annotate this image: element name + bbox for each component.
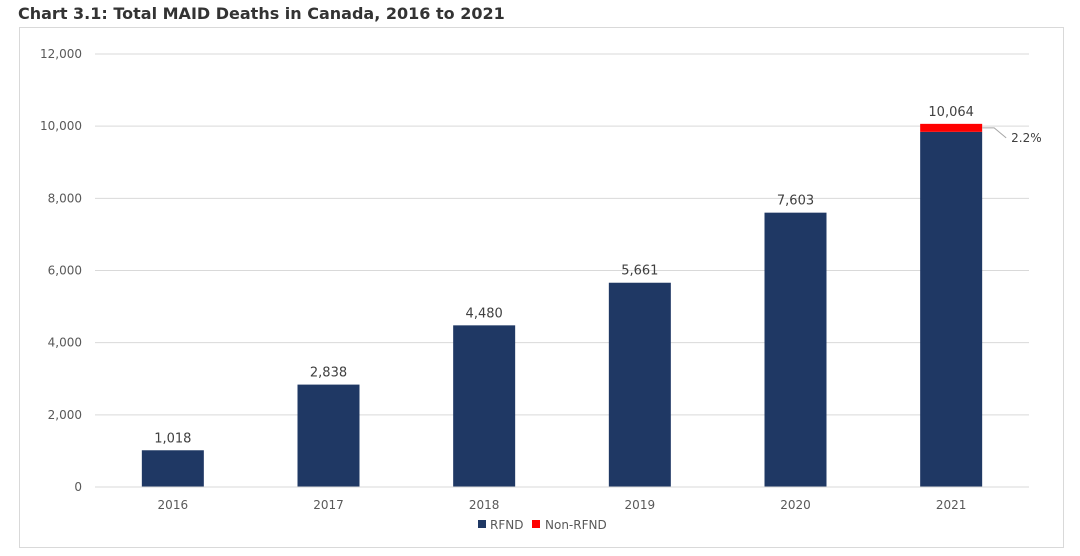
x-tick-label: 2019 bbox=[625, 498, 656, 512]
y-tick-label: 8,000 bbox=[48, 191, 82, 205]
y-tick-label: 2,000 bbox=[48, 408, 82, 422]
data-label: 1,018 bbox=[154, 431, 191, 446]
y-tick-label: 10,000 bbox=[40, 119, 82, 133]
legend-label-non-rfnd: Non-RFND bbox=[545, 518, 607, 532]
data-label: 10,064 bbox=[928, 105, 974, 120]
bar-rfnd bbox=[453, 325, 516, 487]
bar-rfnd bbox=[764, 212, 827, 487]
y-tick-label: 0 bbox=[74, 480, 82, 494]
legend-swatch-rfnd bbox=[478, 520, 486, 528]
y-tick-label: 4,000 bbox=[48, 336, 82, 350]
data-label: 2,838 bbox=[310, 366, 347, 381]
legend-label-rfnd: RFND bbox=[490, 518, 523, 532]
bar-non-rfnd bbox=[920, 123, 983, 132]
x-tick-label: 2020 bbox=[780, 498, 811, 512]
legend-swatch-non-rfnd bbox=[532, 520, 540, 528]
data-label: 7,603 bbox=[777, 194, 814, 209]
annotation-leader-line bbox=[982, 127, 1007, 139]
y-tick-label: 6,000 bbox=[48, 264, 82, 278]
x-tick-label: 2017 bbox=[313, 498, 344, 512]
bar-rfnd bbox=[297, 384, 360, 487]
y-tick-label: 12,000 bbox=[40, 47, 82, 61]
annotation-label: 2.2% bbox=[1011, 131, 1042, 145]
data-label: 4,480 bbox=[466, 306, 503, 321]
bar-rfnd bbox=[608, 282, 671, 487]
x-tick-label: 2018 bbox=[469, 498, 500, 512]
chart-frame bbox=[19, 27, 1064, 548]
x-tick-label: 2016 bbox=[158, 498, 189, 512]
bar-rfnd bbox=[920, 131, 983, 487]
chart-title: Chart 3.1: Total MAID Deaths in Canada, … bbox=[18, 4, 505, 23]
bar-rfnd bbox=[141, 450, 204, 487]
data-label: 5,661 bbox=[621, 264, 658, 279]
x-tick-label: 2021 bbox=[936, 498, 967, 512]
